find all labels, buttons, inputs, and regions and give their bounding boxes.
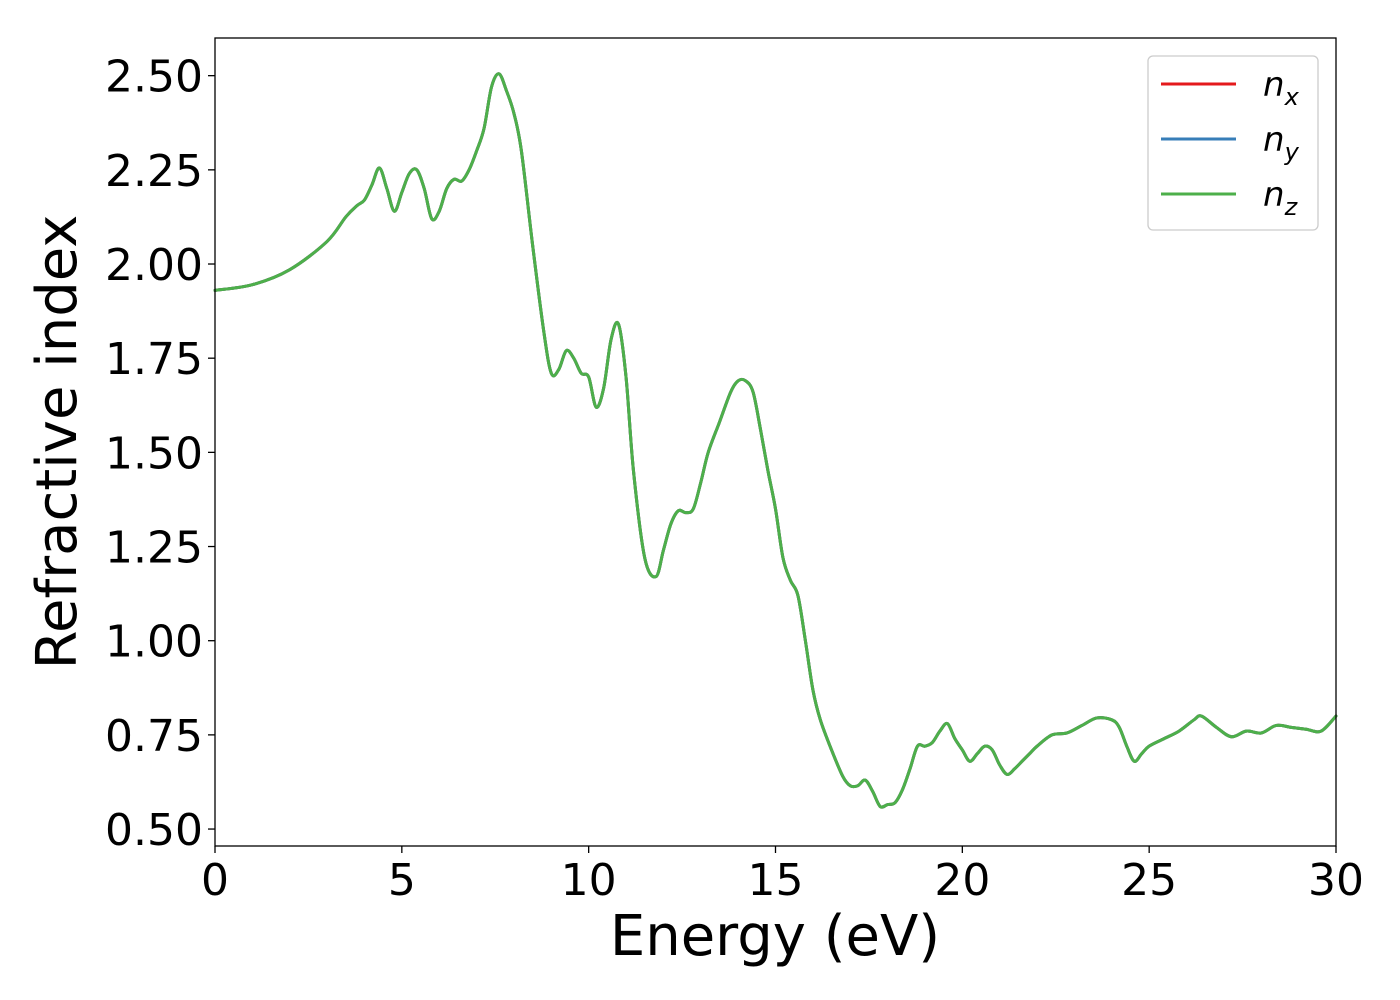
x-tick-label: 20: [934, 855, 990, 906]
legend-label-subscript: y: [1284, 138, 1300, 166]
x-tick-label: 5: [388, 855, 416, 906]
series-line-nz: [213, 72, 1338, 809]
y-tick-label: 1.25: [105, 523, 203, 574]
y-tick-label: 1.75: [105, 334, 203, 385]
y-tick-label: 0.75: [105, 711, 203, 762]
x-axis-title: Energy (eV): [610, 904, 940, 969]
y-tick-label: 2.25: [105, 146, 203, 197]
legend-label-base: n: [1263, 65, 1285, 105]
legend-label-ny: ny: [1263, 120, 1300, 166]
x-tick-label: 25: [1121, 855, 1177, 906]
y-axis-ticks: 0.50 0.75 1.00 1.25 1.50 1.75 2.00 2.25 2.50: [105, 52, 215, 856]
legend-label-subscript: x: [1284, 83, 1300, 111]
legend-label-base: n: [1263, 120, 1285, 160]
legend-label-base: n: [1263, 175, 1285, 215]
x-tick-label: 0: [201, 855, 229, 906]
y-axis-title: Refractive index: [25, 215, 90, 670]
legend-box: [1147, 55, 1319, 231]
x-tick-label: 10: [561, 855, 617, 906]
y-tick-label: 2.50: [105, 52, 203, 103]
x-axis-ticks: 0 5 10 15 20 25 30: [201, 846, 1364, 906]
legend-label-nz: nz: [1263, 175, 1299, 221]
legend-label-nx: nx: [1263, 65, 1300, 111]
x-tick-label: 30: [1308, 855, 1364, 906]
y-tick-label: 1.00: [105, 617, 203, 668]
series-layer: [213, 72, 1338, 809]
y-tick-label: 2.00: [105, 240, 203, 291]
y-tick-label: 1.50: [105, 428, 203, 479]
y-tick-label: 0.50: [105, 805, 203, 856]
x-tick-label: 15: [748, 855, 804, 906]
legend-label-subscript: z: [1284, 193, 1299, 221]
